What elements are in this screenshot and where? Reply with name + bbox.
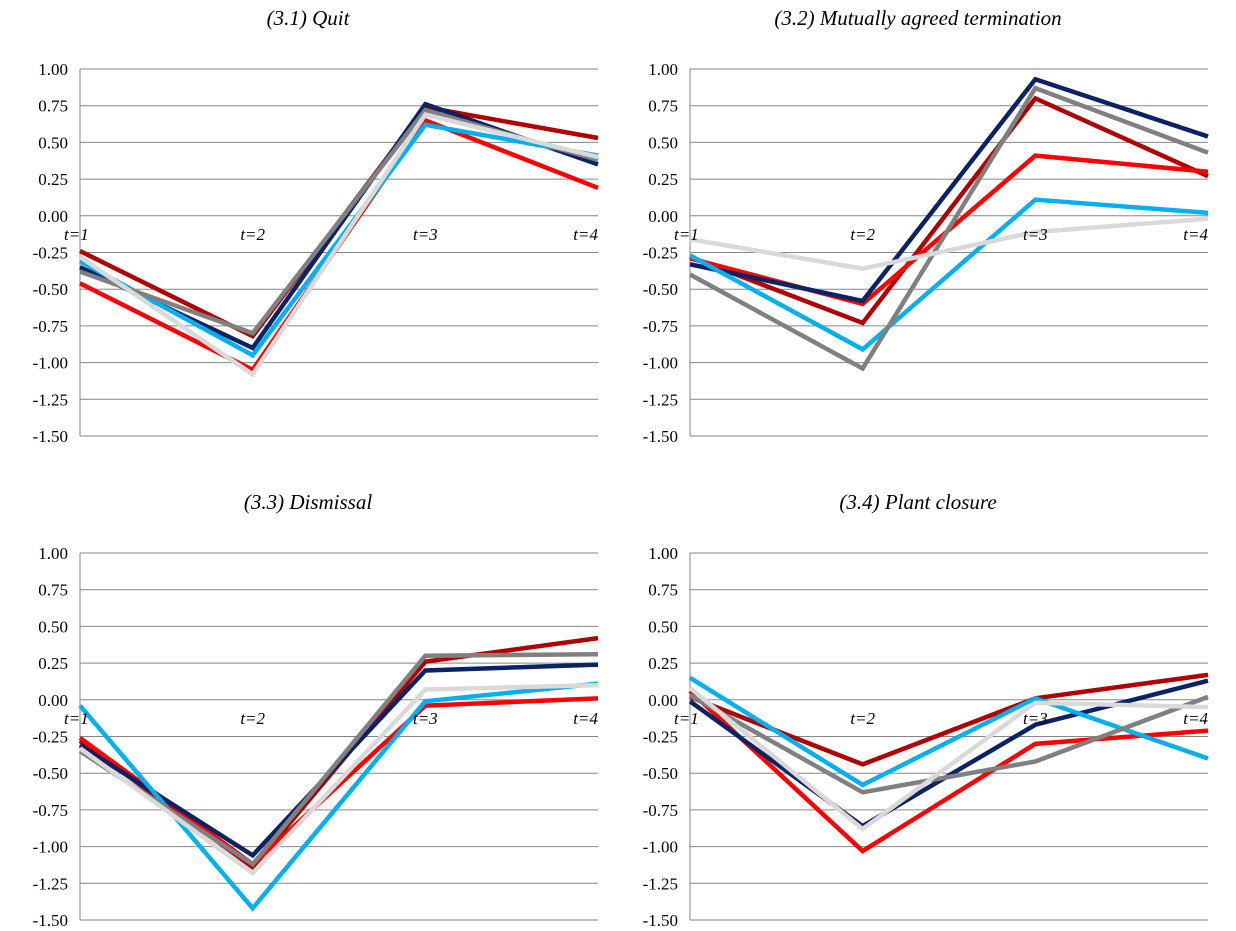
series-line [688,85,1209,372]
y-tick-label: -0.75 [643,317,678,336]
y-tick-label: 0.50 [648,617,678,636]
x-tick-label: t=1 [64,709,89,728]
y-tick-label: 0.75 [38,581,68,600]
y-tick-label: 0.25 [38,654,68,673]
x-tick-label: t=2 [240,225,265,244]
y-tick-label: -0.50 [33,764,68,783]
chart-title: (3.3) Dismissal [243,490,373,514]
x-tick-label: t=3 [1023,709,1048,728]
series-line [689,95,1209,326]
series-line [688,686,1209,832]
series-line [689,216,1209,271]
series-line [688,197,1209,353]
chart-panel-mutually-agreed: (3.2) Mutually agreed termination 1.00 0.… [618,6,1218,446]
chart-title: (3.4) Plant closure [839,490,997,514]
line-chart: 1.00 0.75 0.50 0.25 0.00 -0.25 -0.50 -0.75 -1.00… [33,60,599,446]
series-line [78,652,599,868]
y-tick-label: 1.00 [38,60,68,79]
y-tick-label: -1.25 [643,874,678,893]
series-line [78,635,599,871]
y-tick-label: -1.25 [33,390,68,409]
x-tick-label: t=4 [1183,709,1208,728]
chart-title: (3.2) Mutually agreed termination [774,6,1062,30]
x-tick-label: t=3 [1023,225,1048,244]
y-tick-label: 0.50 [38,133,68,152]
y-tick-label: -0.25 [643,728,678,747]
series-line [78,111,599,378]
x-tick-label: t=1 [64,225,89,244]
y-tick-label: 0.00 [648,691,678,710]
series-line [688,689,1209,854]
x-tick-label: t=4 [573,709,598,728]
y-tick-label: -1.50 [643,427,678,446]
y-tick-label: -1.00 [33,838,68,857]
series-line [78,681,599,912]
y-tick-label: 1.00 [648,60,678,79]
y-tick-label: 1.00 [38,544,68,563]
y-tick-label: -1.25 [33,874,68,893]
line-chart: 1.00 0.75 0.50 0.25 0.00 -0.25 -0.50 -0.75 -1.00… [643,544,1209,930]
y-tick-label: -0.25 [33,728,68,747]
chart-panel-quit: (3.1) Quit 1.00 0.75 0.50 0.25 0.00 -0.25 -0.5… [8,6,608,446]
x-tick-label: t=1 [674,225,699,244]
y-tick-label: -0.25 [643,244,678,263]
x-tick-label: t=1 [674,709,699,728]
series-line [78,682,599,877]
x-tick-label: t=2 [850,225,875,244]
y-tick-label: -0.50 [33,280,68,299]
y-tick-label: 0.00 [38,207,68,226]
y-tick-label: 0.25 [648,170,678,189]
y-tick-label: -1.00 [33,354,68,373]
y-tick-label: -0.50 [643,764,678,783]
series-line [689,76,1209,304]
chart-panel-plant-closure: (3.4) Plant closure 1.00 0.75 0.50 0.25 0.00… [618,490,1218,930]
y-tick-label: 0.50 [38,617,68,636]
x-tick-label: t=2 [240,709,265,728]
y-tick-label: 0.00 [648,207,678,226]
x-tick-label: t=4 [573,225,598,244]
y-tick-label: -1.00 [643,354,678,373]
y-tick-label: -1.00 [643,838,678,857]
x-tick-label: t=3 [413,709,438,728]
y-tick-label: 0.25 [38,170,68,189]
y-tick-label: -1.50 [33,911,68,930]
y-tick-label: 0.75 [648,97,678,116]
y-tick-label: -1.25 [643,390,678,409]
y-tick-label: 0.75 [38,97,68,116]
y-tick-label: -1.50 [33,427,68,446]
series-line [688,693,1209,795]
y-tick-label: -0.75 [33,317,68,336]
y-tick-label: 0.50 [648,133,678,152]
chart-panel-dismissal: (3.3) Dismissal 1.00 0.75 0.50 0.25 0.00 -0.2… [8,490,608,930]
series-line [78,122,599,359]
x-tick-label: t=2 [850,709,875,728]
y-tick-label: -0.75 [643,801,678,820]
chart-title: (3.1) Quit [266,6,350,30]
line-chart: 1.00 0.75 0.50 0.25 0.00 -0.25 -0.50 -0.75 -1.00… [33,544,599,930]
y-tick-label: -0.50 [643,280,678,299]
x-tick-label: t=3 [413,225,438,244]
x-tick-label: t=4 [1183,225,1208,244]
y-tick-label: -0.75 [33,801,68,820]
y-tick-label: 0.75 [648,581,678,600]
y-tick-label: -1.50 [643,911,678,930]
y-tick-label: -0.25 [33,244,68,263]
y-tick-label: 0.25 [648,654,678,673]
y-tick-label: 1.00 [648,544,678,563]
line-chart: 1.00 0.75 0.50 0.25 0.00 -0.25 -0.50 -0.75 -1.00… [643,60,1209,446]
y-tick-label: 0.00 [38,691,68,710]
